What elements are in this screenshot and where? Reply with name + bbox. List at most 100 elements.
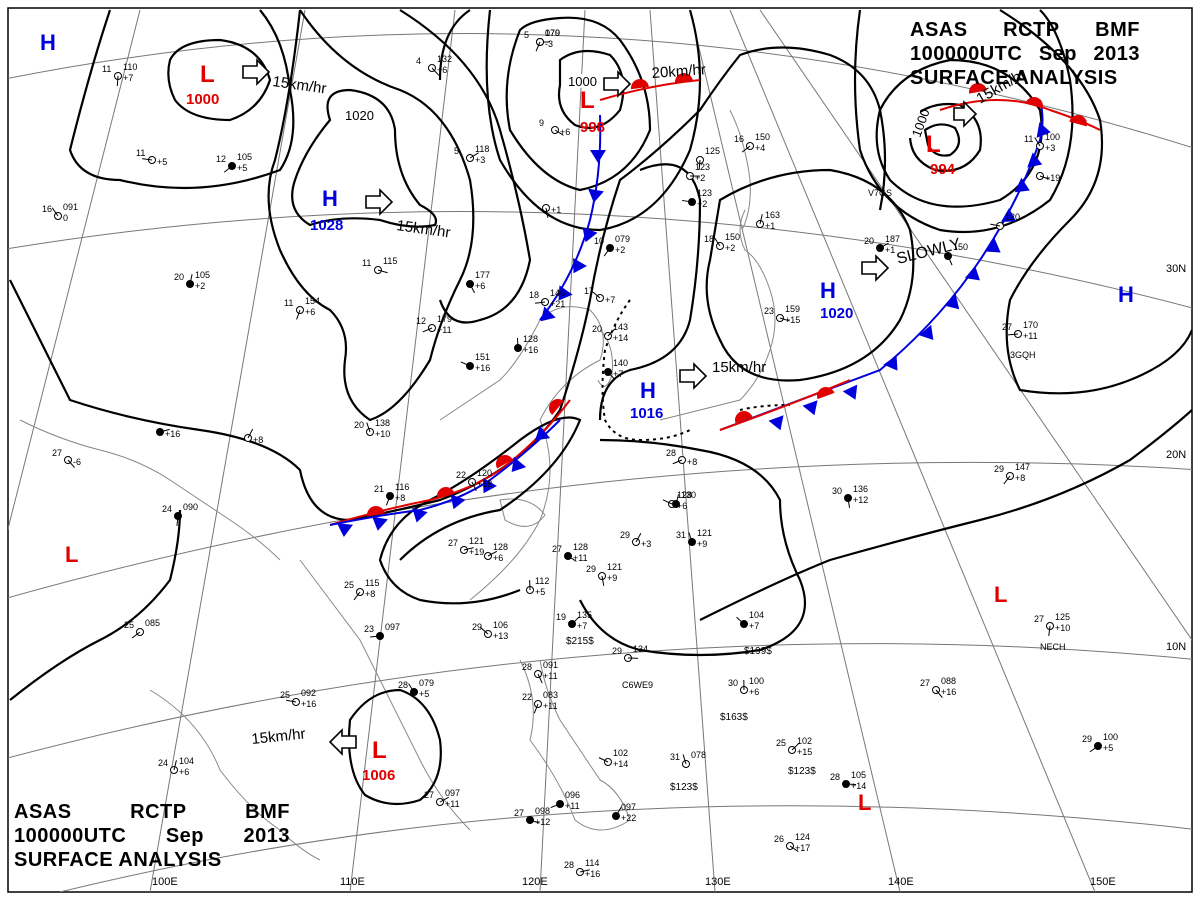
- lon-line-140e: [689, 9, 901, 892]
- high-center: H: [322, 186, 338, 211]
- cold-front-triangle-icon: [511, 456, 527, 472]
- cold-front-triangle-icon: [558, 285, 573, 301]
- lon-line-90e: [8, 9, 141, 531]
- title-month: Sep: [165, 825, 205, 847]
- isobars: [9, 9, 1192, 806]
- trough-line-2: [739, 404, 791, 411]
- longitude-label: 150E: [1090, 876, 1116, 888]
- isobar-high-1020: [705, 168, 915, 382]
- warm-front-semicircle-icon: [1069, 115, 1087, 127]
- station-plot: 20 187+1: [864, 234, 900, 255]
- warm-front-semicircle-icon: [969, 83, 987, 94]
- low-pressure-value: 1000: [186, 91, 219, 108]
- station-temperature: 18: [529, 290, 539, 300]
- station-temperature: 11: [1024, 134, 1033, 144]
- low-pressure-value: 994: [930, 161, 956, 178]
- station-pressure-tendency: +16: [475, 363, 490, 373]
- station-pressure: 128: [493, 542, 508, 552]
- station-temperature: 16: [734, 134, 744, 144]
- station-pressure-tendency: +6: [179, 767, 189, 777]
- isobar-equatorial: [699, 409, 1192, 621]
- station-plot: 27 170+11: [1002, 320, 1038, 341]
- isobar-around-low-998: [505, 16, 652, 192]
- movement-arrow-icon: [603, 70, 632, 98]
- title-time: 100000UTC: [910, 43, 1023, 65]
- station-pressure: 121: [697, 528, 712, 538]
- station-pressure-tendency: +6: [305, 307, 315, 317]
- station-plot: 29 106+13: [472, 620, 508, 641]
- station-plot: 11 100+3: [1024, 132, 1060, 153]
- station-temperature: 20: [864, 236, 874, 246]
- isobar-south: [579, 438, 807, 657]
- wind-barb-icon: [247, 428, 254, 439]
- title-office-code: BMF: [245, 801, 290, 823]
- station-temperature: 12: [416, 316, 426, 326]
- station-pressure: 070: [545, 28, 560, 38]
- isobar-low-1006: [347, 688, 442, 806]
- wind-barb-icon: [537, 673, 543, 684]
- low-pressure-value: 1006: [362, 767, 395, 784]
- station-pressure-tendency: +8: [1015, 473, 1025, 483]
- title-product-name: SURFACE ANALYSIS: [910, 67, 1118, 89]
- station-pressure-tendency: +16: [523, 345, 538, 355]
- cold-front-triangle-icon: [450, 494, 466, 510]
- station-pressure: 106: [493, 620, 508, 630]
- station-plot: 20 138+10: [354, 418, 390, 439]
- warm-front-semicircle-icon: [437, 487, 455, 499]
- station-pressure-tendency: +6: [749, 687, 759, 697]
- station-plot: 28 105+14: [830, 770, 866, 791]
- station-pressure-tendency: +21: [550, 299, 565, 309]
- cold-front-triangle-icon: [944, 294, 960, 310]
- lon-line-160e: [759, 9, 1192, 641]
- lon-line-150e: [729, 9, 1096, 892]
- station-pressure-tendency: +7: [123, 73, 133, 83]
- movement-arrow-icon: [861, 254, 890, 282]
- visibility-code: $199$: [744, 646, 772, 657]
- low-pressure-value: 998: [580, 119, 605, 136]
- title-year: 2013: [1093, 43, 1140, 65]
- station-pressure-tendency: +5: [419, 689, 429, 699]
- wind-barb-icon: [1048, 625, 1051, 636]
- station-pressure-tendency: +11: [445, 799, 460, 809]
- station-plot: 28 114+16: [564, 858, 600, 879]
- wind-barb-icon: [422, 327, 433, 333]
- wind-barb-icon: [439, 796, 449, 803]
- station-temperature: 28: [564, 860, 574, 870]
- station-pressure: 090: [183, 502, 198, 512]
- station-pressure-tendency: +11: [543, 671, 558, 681]
- wind-barb-icon: [469, 152, 479, 159]
- station-pressure: 116: [395, 482, 409, 492]
- longitude-label: 110E: [340, 876, 365, 888]
- wind-barb-icon: [176, 515, 179, 526]
- station-pressure-tendency: +5: [1103, 743, 1113, 753]
- station-temperature: 17: [584, 286, 594, 296]
- station-pressure: 140: [613, 358, 628, 368]
- station-pressure-tendency: +4: [755, 143, 765, 153]
- high-pressure-value: 1020: [820, 305, 853, 322]
- station-pressure-tendency: +2: [195, 281, 205, 291]
- wind-barb-icon: [736, 616, 745, 625]
- station-plot: 25 115+8: [344, 578, 379, 601]
- station-pressure-tendency: +6: [560, 127, 570, 137]
- isobar-label: 1000: [568, 74, 597, 89]
- station-pressure: 150: [725, 232, 740, 242]
- longitude-label: 120E: [522, 876, 548, 888]
- station-temperature: 27: [1002, 322, 1012, 332]
- low-center: L: [65, 542, 78, 567]
- latitude-label: 30N: [1166, 263, 1186, 275]
- wind-barb-icon: [469, 283, 475, 294]
- station-pressure-tendency: +14: [613, 759, 628, 769]
- cold-front-triangle-icon: [483, 478, 497, 494]
- station-pressure: 104: [749, 610, 764, 620]
- station-temperature: 11: [284, 298, 293, 308]
- station-pressure: 120: [1005, 212, 1020, 222]
- station-pressure: 150: [755, 132, 770, 142]
- warm-front-semicircle-icon: [496, 455, 513, 469]
- station-temperature: 16: [42, 204, 52, 214]
- station-plot: 18 146+21: [529, 288, 565, 309]
- wind-barb-icon: [741, 145, 751, 153]
- cold-front-triangle-icon: [964, 265, 980, 281]
- station-temperature: 20: [592, 324, 602, 334]
- wind-barb-icon: [142, 158, 153, 161]
- coastlines: [19, 109, 776, 861]
